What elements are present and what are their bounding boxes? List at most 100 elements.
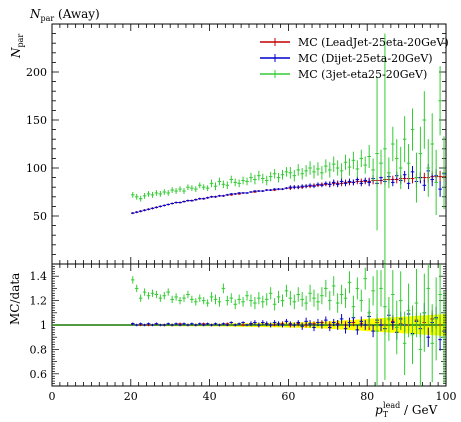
data-point (363, 267, 368, 290)
data-point (363, 177, 368, 184)
data-point (174, 322, 178, 325)
data-point (233, 323, 237, 327)
data-point (359, 180, 364, 187)
data-point (327, 181, 332, 188)
data-point (178, 323, 182, 327)
top-y-tick-label: 50 (33, 210, 47, 223)
ratio-series-2 (130, 264, 446, 386)
data-point (154, 290, 159, 299)
data-point (280, 169, 285, 180)
data-point (162, 323, 167, 327)
data-point (391, 126, 395, 162)
data-point (406, 283, 411, 338)
ratio-y-tick-label: 1.4 (30, 270, 48, 283)
data-point (257, 292, 261, 305)
data-point (182, 322, 186, 325)
data-point (379, 318, 383, 332)
data-point (237, 322, 241, 325)
data-point (434, 277, 438, 361)
data-point (241, 323, 245, 327)
data-point (422, 179, 427, 192)
data-point (146, 322, 151, 325)
data-point (229, 175, 234, 184)
data-point (355, 160, 360, 178)
data-point (272, 188, 277, 191)
data-point (162, 204, 167, 207)
data-point (308, 161, 312, 175)
series-0 (130, 170, 446, 215)
series-1 (130, 164, 446, 215)
data-point (201, 184, 206, 191)
data-point (339, 284, 344, 305)
data-point (272, 168, 277, 179)
data-point (245, 192, 249, 194)
legend-entry: MC (3jet-eta25-20GeV) (298, 68, 427, 81)
data-point (331, 156, 336, 172)
data-point (402, 116, 407, 163)
data-point (190, 199, 194, 202)
data-point (402, 170, 407, 179)
data-point (316, 162, 320, 176)
data-point (261, 320, 265, 325)
data-point (158, 205, 163, 208)
data-point (190, 322, 194, 325)
data-point (233, 299, 237, 310)
data-point (422, 91, 427, 149)
data-point (134, 284, 139, 293)
data-point (130, 322, 135, 325)
data-point (308, 320, 312, 328)
data-point (280, 322, 285, 328)
data-point (205, 185, 210, 192)
data-point (205, 196, 210, 199)
data-point (268, 287, 273, 300)
ratio-y-tick-label: 1 (40, 319, 47, 332)
data-point (371, 325, 375, 338)
data-point (170, 187, 174, 193)
data-point (284, 167, 289, 177)
data-point (438, 181, 442, 197)
data-point (257, 322, 261, 328)
data-point (426, 139, 431, 197)
data-point (225, 295, 230, 306)
data-point (402, 311, 407, 376)
data-point (205, 299, 210, 307)
data-point (268, 189, 273, 192)
data-point (375, 270, 379, 386)
data-point (410, 166, 415, 178)
data-point (150, 192, 155, 198)
data-point (142, 209, 147, 212)
data-point (217, 177, 222, 186)
data-point (201, 296, 206, 305)
data-point (300, 292, 304, 307)
data-point (304, 295, 308, 311)
data-point (331, 179, 336, 186)
top-y-tick-label: 150 (26, 114, 47, 127)
data-point (442, 290, 446, 384)
data-point (351, 295, 356, 318)
data-point (174, 201, 178, 204)
data-point (229, 321, 234, 324)
series-2 (130, 33, 446, 264)
data-point (434, 149, 438, 216)
data-point (339, 163, 344, 179)
data-point (438, 66, 442, 136)
data-point (327, 323, 332, 332)
data-point (296, 164, 301, 176)
data-point (335, 320, 340, 330)
data-point (249, 191, 253, 193)
data-point (186, 290, 190, 299)
data-point (249, 294, 253, 307)
data-point (209, 323, 214, 327)
data-point (201, 323, 206, 327)
data-point (201, 197, 206, 200)
data-point (426, 327, 431, 347)
data-point (241, 192, 245, 194)
top-y-tick-label: 200 (26, 66, 47, 79)
data-point (343, 323, 348, 334)
data-point (320, 321, 324, 329)
data-point (166, 322, 171, 325)
data-point (146, 191, 151, 197)
data-point (197, 322, 202, 325)
data-point (134, 323, 139, 327)
data-point (162, 292, 167, 300)
